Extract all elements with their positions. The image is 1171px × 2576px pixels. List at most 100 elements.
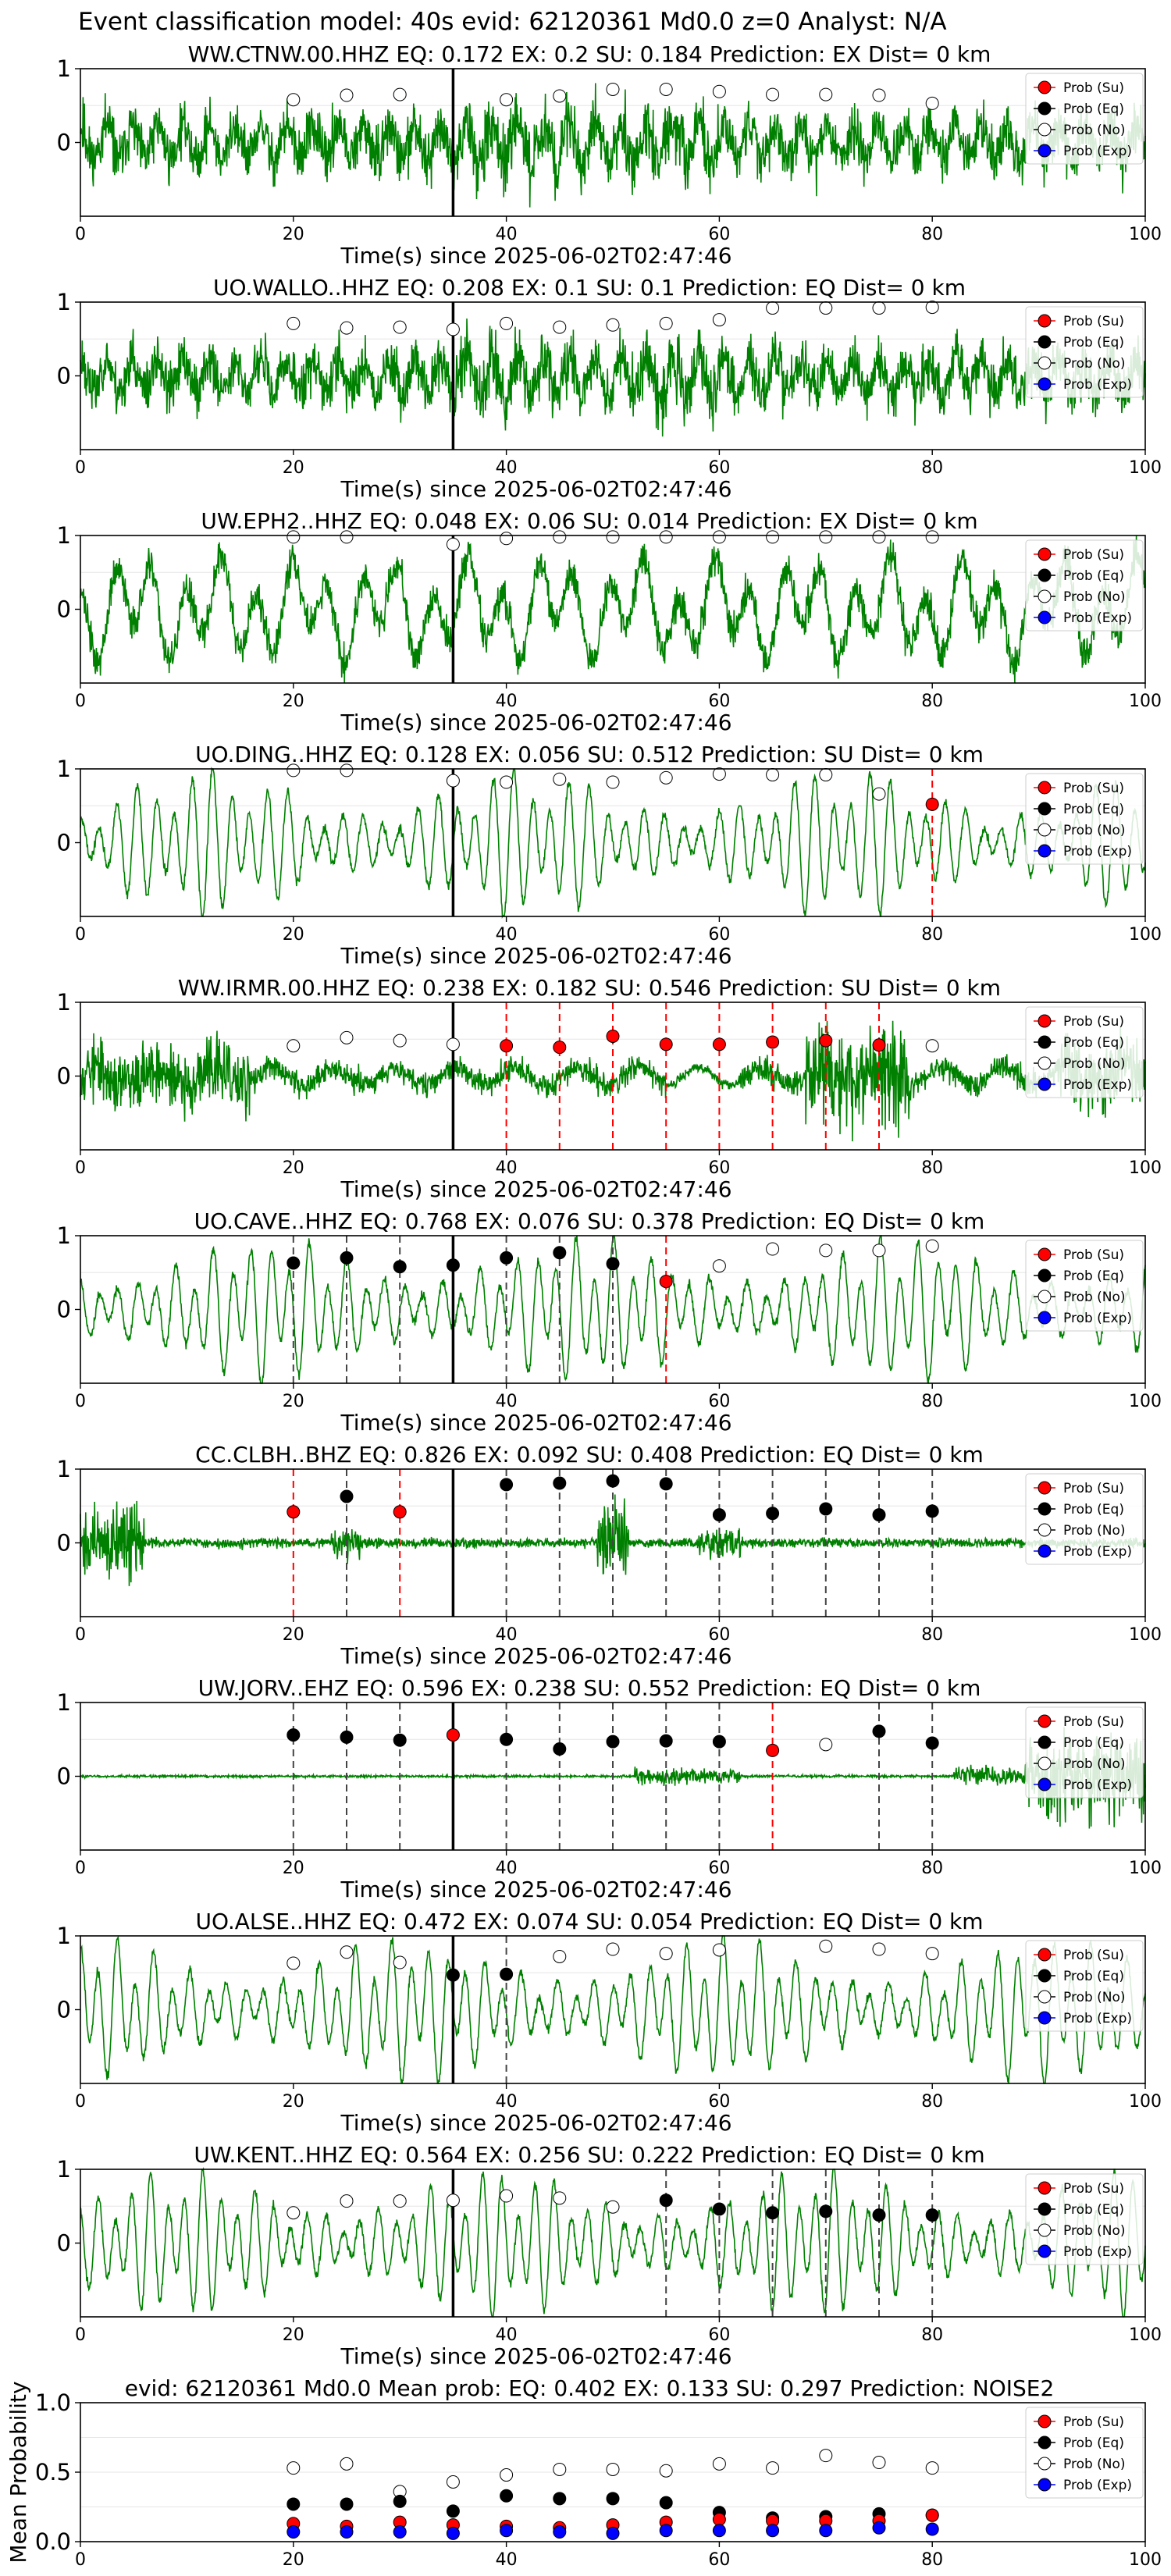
legend-label-no: Prob (No) xyxy=(1063,823,1126,838)
x-tick-label: 100 xyxy=(1129,2550,1162,2570)
legend-box xyxy=(1025,1706,1144,1799)
mean-prob-marker-exp xyxy=(500,2524,514,2538)
prob-marker-no xyxy=(606,318,620,332)
legend-label-no: Prob (No) xyxy=(1063,1756,1126,1772)
x-axis-label: Time(s) since 2025-06-02T02:47:46 xyxy=(340,710,731,735)
prob-marker-no xyxy=(712,84,726,98)
panel-4: UO.DING..HHZ EQ: 0.128 EX: 0.056 SU: 0.5… xyxy=(57,742,1162,969)
prob-marker-no xyxy=(393,87,407,101)
legend-label-su: Prob (Su) xyxy=(1063,781,1124,796)
x-tick-label: 80 xyxy=(921,692,943,711)
waveform-trace xyxy=(80,2167,1146,2318)
legend-label-eq: Prob (Eq) xyxy=(1063,1735,1124,1751)
legend-label-exp: Prob (Exp) xyxy=(1063,2478,1132,2493)
x-axis-label: Time(s) since 2025-06-02T02:47:46 xyxy=(340,1877,731,1902)
legend-marker-eq xyxy=(1038,2435,1052,2450)
x-tick-label: 80 xyxy=(921,1859,943,1878)
prob-marker-eq xyxy=(872,2208,886,2222)
legend-box xyxy=(1025,1006,1144,1098)
legend-marker-exp xyxy=(1038,144,1052,158)
prob-marker-eq xyxy=(500,1478,514,1492)
mean-prob-marker-eq xyxy=(659,2496,673,2510)
prob-marker-eq xyxy=(766,1507,780,1521)
x-tick-label: 20 xyxy=(283,2325,304,2345)
x-tick-label: 60 xyxy=(708,1392,730,1411)
prob-marker-no xyxy=(287,1039,301,1053)
x-tick-label: 20 xyxy=(283,1392,304,1411)
prob-marker-eq xyxy=(340,1489,354,1503)
y-tick-label: 1 xyxy=(57,522,71,549)
prob-marker-eq xyxy=(872,1724,886,1738)
prob-marker-no xyxy=(659,530,673,544)
x-tick-label: 20 xyxy=(283,1158,304,1178)
legend-label-no: Prob (No) xyxy=(1063,356,1126,372)
mean-prob-marker-exp xyxy=(766,2524,780,2538)
prob-marker-su xyxy=(819,1034,833,1048)
waveform-trace xyxy=(80,767,1146,920)
prob-marker-eq xyxy=(446,1968,460,1982)
prob-marker-no xyxy=(340,88,354,102)
legend-box xyxy=(1025,1240,1144,1332)
legend-marker-no xyxy=(1038,2223,1052,2237)
prob-marker-su xyxy=(659,1037,673,1051)
x-tick-label: 100 xyxy=(1129,1859,1162,1878)
legend-marker-su xyxy=(1038,314,1052,328)
panel-2: UO.WALLO..HHZ EQ: 0.208 EX: 0.1 SU: 0.1 … xyxy=(57,275,1162,502)
panel-9: UO.ALSE..HHZ EQ: 0.472 EX: 0.074 SU: 0.0… xyxy=(57,1909,1162,2136)
legend-box xyxy=(1025,1473,1144,1565)
panel-title: WW.IRMR.00.HHZ EQ: 0.238 EX: 0.182 SU: 0… xyxy=(178,975,1001,1001)
x-tick-label: 40 xyxy=(496,2092,518,2112)
mean-prob-marker-no xyxy=(500,2468,514,2482)
legend-marker-no xyxy=(1038,2457,1052,2471)
x-tick-label: 20 xyxy=(283,1625,304,1645)
mean-prob-marker-eq xyxy=(606,2492,620,2506)
mean-prob-marker-no xyxy=(712,2457,726,2471)
prob-marker-no xyxy=(712,313,726,327)
x-tick-label: 0 xyxy=(75,1859,86,1878)
x-tick-label: 40 xyxy=(496,925,518,945)
y-tick-label: 1 xyxy=(57,1456,71,1482)
legend-label-eq: Prob (Eq) xyxy=(1063,2435,1124,2451)
x-tick-label: 60 xyxy=(708,458,730,478)
prob-marker-no xyxy=(766,768,780,782)
legend-marker-no xyxy=(1038,1756,1052,1770)
panel-3: UW.EPH2..HHZ EQ: 0.048 EX: 0.06 SU: 0.01… xyxy=(57,508,1162,735)
prob-marker-no xyxy=(872,1942,886,1956)
prob-marker-no xyxy=(553,530,567,544)
mean-prob-marker-exp xyxy=(925,2522,939,2536)
prob-marker-no xyxy=(712,1259,726,1273)
x-axis-label: Time(s) since 2025-06-02T02:47:46 xyxy=(340,2343,731,2369)
x-tick-label: 80 xyxy=(921,458,943,478)
x-tick-label: 40 xyxy=(496,1625,518,1645)
panel-title: UO.DING..HHZ EQ: 0.128 EX: 0.056 SU: 0.5… xyxy=(195,742,984,767)
legend-marker-exp xyxy=(1038,2244,1052,2258)
x-tick-label: 0 xyxy=(75,1625,86,1645)
mean-prob-marker-eq xyxy=(500,2489,514,2503)
legend-label-su: Prob (Su) xyxy=(1063,80,1124,96)
prob-marker-no xyxy=(659,770,673,785)
prob-marker-no xyxy=(819,530,833,544)
legend-marker-eq xyxy=(1038,335,1052,349)
panel-10: UW.KENT..HHZ EQ: 0.564 EX: 0.256 SU: 0.2… xyxy=(57,2142,1162,2369)
prob-marker-eq xyxy=(925,1736,939,1750)
prob-marker-no xyxy=(712,1943,726,1957)
x-tick-label: 0 xyxy=(75,2325,86,2345)
legend-label-su: Prob (Su) xyxy=(1063,1714,1124,1730)
mean-prob-marker-no xyxy=(606,2462,620,2476)
legend-box xyxy=(1025,1940,1144,2032)
prob-marker-no xyxy=(553,2191,567,2205)
x-tick-label: 100 xyxy=(1129,225,1162,244)
prob-marker-no xyxy=(659,1947,673,1961)
prob-marker-no xyxy=(925,530,939,544)
legend-marker-exp xyxy=(1038,1077,1052,1091)
waveform-trace xyxy=(80,1935,1146,2084)
legend-marker-no xyxy=(1038,1290,1052,1304)
x-tick-label: 100 xyxy=(1129,1392,1162,1411)
mean-prob-marker-no xyxy=(819,2449,833,2463)
y-tick-label: 0 xyxy=(57,830,71,856)
prob-marker-no xyxy=(446,2194,460,2208)
prob-marker-no xyxy=(500,316,514,330)
x-tick-label: 0 xyxy=(75,2550,86,2570)
prob-marker-no xyxy=(393,1034,407,1048)
x-tick-label: 20 xyxy=(283,458,304,478)
